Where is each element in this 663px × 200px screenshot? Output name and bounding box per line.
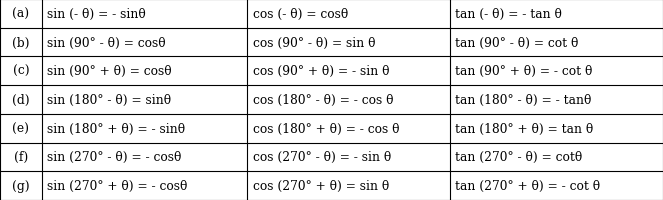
Text: sin (90° + θ) = cosθ: sin (90° + θ) = cosθ: [47, 65, 172, 78]
Text: cos (- θ) = cosθ: cos (- θ) = cosθ: [253, 8, 348, 21]
Text: tan (270° - θ) = cotθ: tan (270° - θ) = cotθ: [455, 151, 582, 164]
Text: (e): (e): [13, 122, 29, 135]
Text: (a): (a): [13, 8, 29, 21]
Text: tan (180° - θ) = - tanθ: tan (180° - θ) = - tanθ: [455, 94, 591, 106]
Text: cos (180° - θ) = - cos θ: cos (180° - θ) = - cos θ: [253, 94, 393, 106]
Text: cos (270° + θ) = sin θ: cos (270° + θ) = sin θ: [253, 179, 389, 192]
Text: tan (90° + θ) = - cot θ: tan (90° + θ) = - cot θ: [455, 65, 592, 78]
Text: (b): (b): [12, 36, 30, 49]
Text: sin (90° - θ) = cosθ: sin (90° - θ) = cosθ: [47, 36, 166, 49]
Text: cos (270° - θ) = - sin θ: cos (270° - θ) = - sin θ: [253, 151, 391, 164]
Text: tan (180° + θ) = tan θ: tan (180° + θ) = tan θ: [455, 122, 593, 135]
Text: sin (270° - θ) = - cosθ: sin (270° - θ) = - cosθ: [47, 151, 182, 164]
Text: (g): (g): [12, 179, 30, 192]
Text: (f): (f): [14, 151, 28, 164]
Text: tan (90° - θ) = cot θ: tan (90° - θ) = cot θ: [455, 36, 578, 49]
Text: (c): (c): [13, 65, 29, 78]
Text: (d): (d): [12, 94, 30, 106]
Text: sin (- θ) = - sinθ: sin (- θ) = - sinθ: [47, 8, 146, 21]
Text: cos (90° + θ) = - sin θ: cos (90° + θ) = - sin θ: [253, 65, 389, 78]
Text: cos (90° - θ) = sin θ: cos (90° - θ) = sin θ: [253, 36, 375, 49]
Text: cos (180° + θ) = - cos θ: cos (180° + θ) = - cos θ: [253, 122, 399, 135]
Text: sin (180° - θ) = sinθ: sin (180° - θ) = sinθ: [47, 94, 171, 106]
Text: tan (270° + θ) = - cot θ: tan (270° + θ) = - cot θ: [455, 179, 600, 192]
Text: sin (180° + θ) = - sinθ: sin (180° + θ) = - sinθ: [47, 122, 185, 135]
Text: sin (270° + θ) = - cosθ: sin (270° + θ) = - cosθ: [47, 179, 188, 192]
Text: tan (- θ) = - tan θ: tan (- θ) = - tan θ: [455, 8, 562, 21]
